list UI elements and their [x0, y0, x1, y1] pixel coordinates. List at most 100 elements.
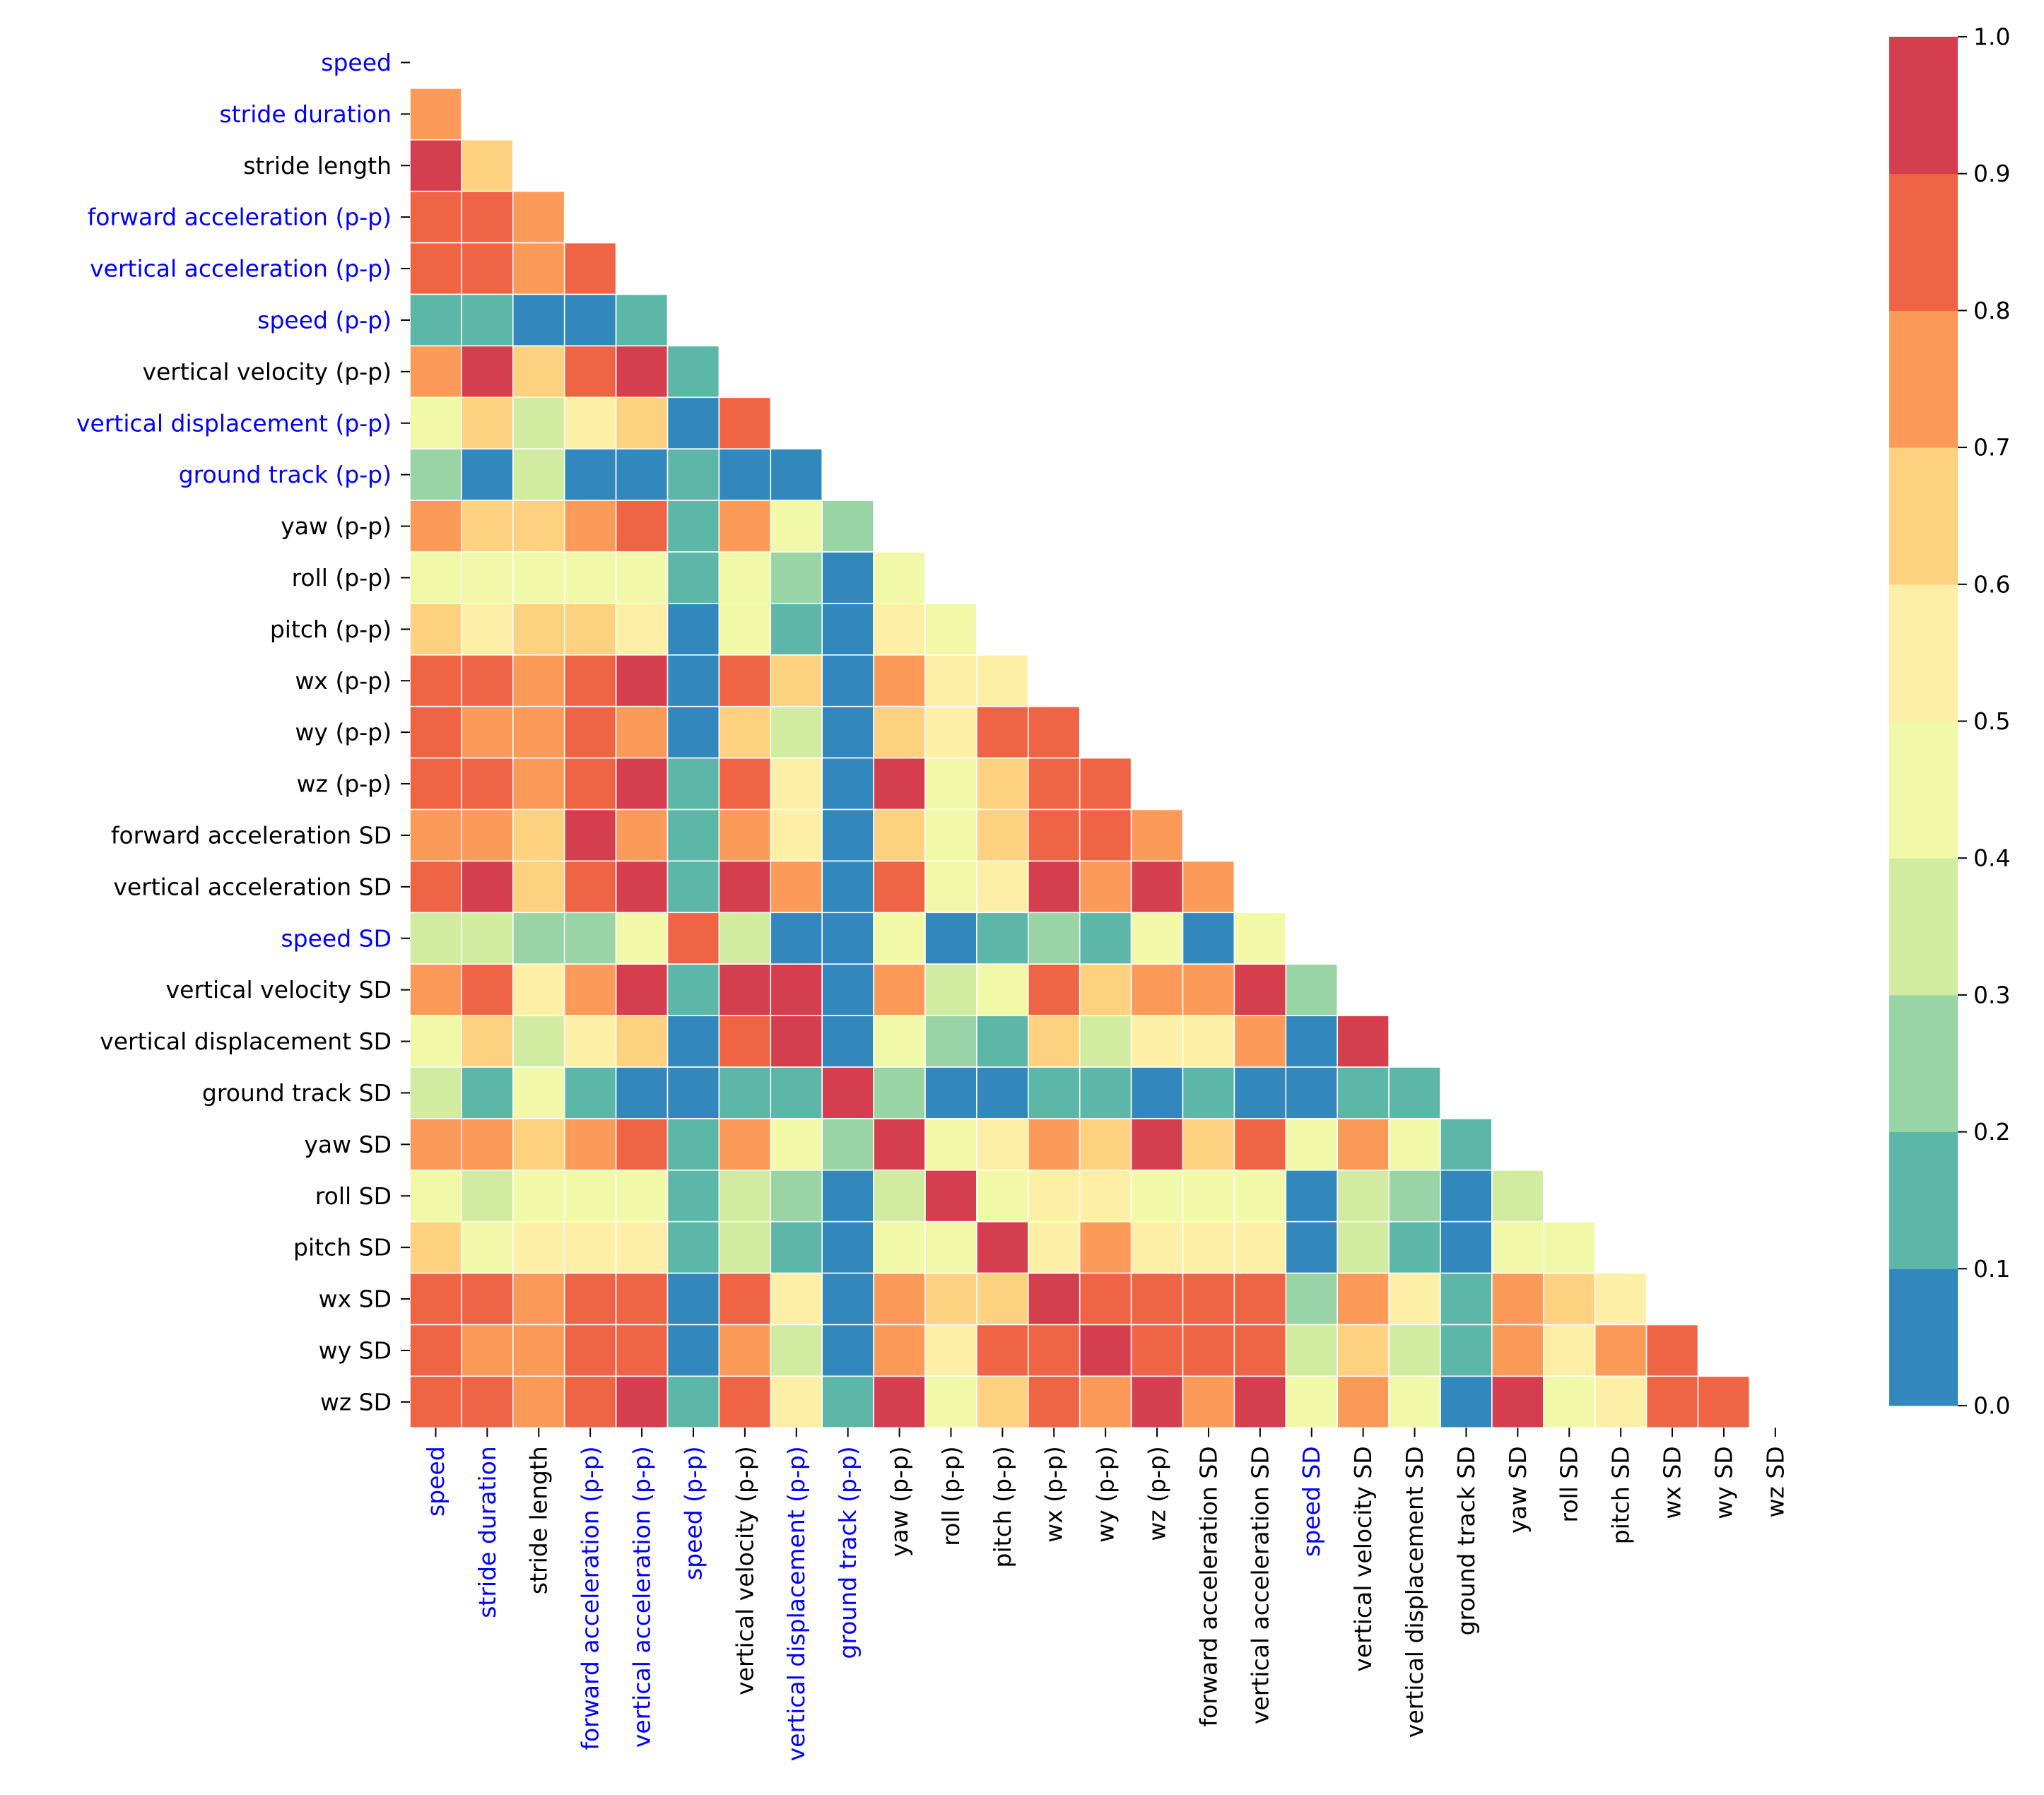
heatmap-cell-yaw-sd-x-forward-acceleration-p-p	[563, 1118, 617, 1171]
y-tick-label-vertical-acceleration-sd: vertical acceleration SD	[113, 873, 392, 900]
heatmap-cell-roll-sd-x-ground-track-sd	[1440, 1170, 1493, 1223]
heatmap-cell-wy-sd-x-wz-p-p	[1130, 1324, 1184, 1377]
heatmap-cell-speed-p-p-x-vertical-acceleration-p-p	[615, 293, 669, 347]
colorbar-segment	[1889, 310, 1958, 448]
heatmap-cell-ground-track-sd-x-ground-track-p-p	[821, 1066, 874, 1119]
heatmap-cell-wy-p-p-x-vertical-displacement-p-p	[770, 705, 823, 759]
heatmap-cell-ground-track-sd-x-wy-p-p	[1079, 1066, 1132, 1119]
colorbar-tick-label: 0.3	[1973, 981, 2010, 1008]
heatmap-cell-yaw-sd-x-ground-track-sd	[1440, 1118, 1493, 1171]
heatmap-cell-pitch-p-p-x-speed-p-p	[666, 603, 720, 656]
heatmap-cell-wx-sd-x-vertical-velocity-p-p	[718, 1272, 772, 1326]
y-tick-label-speed: speed	[321, 49, 392, 76]
heatmap-cell-stride-duration-x-speed	[409, 88, 462, 141]
heatmap-cell-forward-acceleration-p-p-x-stride-length	[512, 190, 565, 244]
heatmap-cell-ground-track-sd-x-forward-acceleration-p-p	[563, 1066, 617, 1119]
x-tick-label-wx-p-p: wx (p-p)	[1040, 1446, 1068, 1543]
heatmap-cell-roll-sd-x-pitch-p-p	[976, 1170, 1029, 1223]
y-tick-label-stride-length: stride length	[243, 152, 392, 180]
heatmap-cell-wz-sd-x-wx-p-p	[1028, 1375, 1081, 1429]
x-tick-label-yaw-sd: yaw SD	[1504, 1446, 1532, 1534]
heatmap-cell-vertical-acceleration-sd-x-speed	[409, 860, 462, 914]
heatmap-cell-wy-sd-x-vertical-displacement-sd	[1388, 1324, 1441, 1377]
heatmap-cell-wz-sd-x-roll-p-p	[924, 1375, 977, 1429]
colorbar-tick-label: 0.7	[1973, 434, 2010, 461]
heatmap-cell-ground-track-sd-x-wx-p-p	[1028, 1066, 1081, 1119]
heatmap-cell-wy-p-p-x-stride-length	[512, 705, 565, 759]
heatmap-cell-wy-sd-x-roll-sd	[1543, 1324, 1596, 1377]
heatmap-cell-roll-sd-x-roll-p-p	[924, 1170, 977, 1223]
heatmap-cell-wz-p-p-x-speed-p-p	[666, 757, 720, 811]
heatmap-cell-yaw-p-p-x-vertical-acceleration-p-p	[615, 500, 669, 553]
heatmap-cell-pitch-sd-x-yaw-p-p	[873, 1220, 926, 1274]
heatmap-cell-wy-sd-x-stride-length	[512, 1324, 565, 1377]
heatmap-cell-stride-length-x-speed	[409, 139, 462, 192]
heatmap-cell-yaw-sd-x-vertical-acceleration-p-p	[615, 1118, 669, 1171]
y-tick-label-vertical-velocity-sd: vertical velocity SD	[166, 976, 392, 1004]
heatmap-cell-yaw-sd-x-stride-length	[512, 1118, 565, 1171]
heatmap-cell-wy-sd-x-pitch-p-p	[976, 1324, 1029, 1377]
heatmap-cell-wz-p-p-x-vertical-displacement-p-p	[770, 757, 823, 811]
heatmap-cell-vertical-acceleration-sd-x-ground-track-p-p	[821, 860, 874, 914]
heatmap-cell-wx-sd-x-ground-track-sd	[1440, 1272, 1493, 1326]
heatmap-cell-pitch-p-p-x-vertical-velocity-p-p	[718, 603, 772, 656]
heatmap-cell-pitch-p-p-x-stride-duration	[461, 603, 514, 656]
heatmap-cell-wz-p-p-x-vertical-acceleration-p-p	[615, 757, 669, 811]
heatmap-cell-pitch-sd-x-speed	[409, 1220, 462, 1274]
heatmap-cell-pitch-sd-x-ground-track-p-p	[821, 1220, 874, 1274]
y-tick-label-speed-p-p: speed (p-p)	[257, 306, 392, 334]
heatmap-cell-wx-sd-x-yaw-p-p	[873, 1272, 926, 1326]
heatmap-cell-ground-track-sd-x-stride-duration	[461, 1066, 514, 1119]
heatmap-cell-roll-sd-x-yaw-sd	[1491, 1170, 1544, 1223]
heatmap-cell-wz-sd-x-wx-sd	[1645, 1375, 1699, 1429]
heatmap-cell-wy-p-p-x-pitch-p-p	[976, 705, 1029, 759]
x-tick-label-speed: speed	[422, 1446, 450, 1517]
heatmap-cell-vertical-acceleration-p-p-x-speed	[409, 242, 462, 295]
heatmap-cell-vertical-velocity-sd-x-roll-p-p	[924, 963, 977, 1016]
heatmap-cell-vertical-displacement-sd-x-vertical-velocity-sd	[1337, 1015, 1390, 1068]
heatmap-cell-vertical-displacement-sd-x-speed	[409, 1015, 462, 1068]
heatmap-cell-yaw-sd-x-yaw-p-p	[873, 1118, 926, 1171]
heatmap-cell-forward-acceleration-sd-x-roll-p-p	[924, 808, 977, 862]
heatmap-cell-wy-p-p-x-stride-duration	[461, 705, 514, 759]
heatmap-cell-wx-sd-x-speed	[409, 1272, 462, 1326]
heatmap-cell-wz-sd-x-pitch-p-p	[976, 1375, 1029, 1429]
x-tick-label-wz-sd: wz SD	[1761, 1446, 1789, 1517]
heatmap-cell-vertical-velocity-sd-x-pitch-p-p	[976, 963, 1029, 1016]
heatmap-cell-wx-sd-x-forward-acceleration-sd	[1182, 1272, 1235, 1326]
heatmap-cell-wx-sd-x-wz-p-p	[1130, 1272, 1184, 1326]
heatmap-cell-wx-sd-x-wx-p-p	[1028, 1272, 1081, 1326]
heatmap-cell-roll-sd-x-vertical-displacement-p-p	[770, 1170, 823, 1223]
heatmap-cell-wz-sd-x-wy-p-p	[1079, 1375, 1132, 1429]
heatmap-cell-yaw-sd-x-vertical-displacement-p-p	[770, 1118, 823, 1171]
heatmap-cell-roll-sd-x-wz-p-p	[1130, 1170, 1184, 1223]
heatmap-cell-vertical-displacement-sd-x-ground-track-p-p	[821, 1015, 874, 1068]
heatmap-cell-wz-sd-x-yaw-p-p	[873, 1375, 926, 1429]
heatmap-cell-forward-acceleration-sd-x-wx-p-p	[1028, 808, 1081, 862]
heatmap-cell-wx-sd-x-roll-sd	[1543, 1272, 1596, 1326]
heatmap-cell-wy-sd-x-wx-sd	[1645, 1324, 1699, 1377]
heatmap-cell-wx-p-p-x-speed-p-p	[666, 654, 720, 707]
heatmap-cell-ground-track-sd-x-wz-p-p	[1130, 1066, 1184, 1119]
heatmap-cell-wy-sd-x-vertical-displacement-p-p	[770, 1324, 823, 1377]
heatmap-cell-vertical-acceleration-p-p-x-stride-length	[512, 242, 565, 295]
heatmap-cell-vertical-velocity-p-p-x-stride-duration	[461, 345, 514, 399]
heatmap-cell-forward-acceleration-p-p-x-stride-duration	[461, 190, 514, 244]
heatmap-cell-forward-acceleration-sd-x-vertical-acceleration-p-p	[615, 808, 669, 862]
colorbar-segment	[1889, 447, 1958, 585]
heatmap-cell-wz-sd-x-vertical-displacement-p-p	[770, 1375, 823, 1429]
heatmap-cell-wx-sd-x-vertical-displacement-p-p	[770, 1272, 823, 1326]
heatmap-cell-roll-sd-x-yaw-p-p	[873, 1170, 926, 1223]
heatmap-cell-vertical-velocity-p-p-x-speed	[409, 345, 462, 399]
heatmap-cell-wy-sd-x-wx-p-p	[1028, 1324, 1081, 1377]
heatmap-cell-wx-sd-x-stride-length	[512, 1272, 565, 1326]
heatmap-cell-ground-track-sd-x-stride-length	[512, 1066, 565, 1119]
x-tick-label-wz-p-p: wz (p-p)	[1144, 1446, 1171, 1541]
heatmap-cell-wz-p-p-x-wy-p-p	[1079, 757, 1132, 811]
heatmap-cell-wz-sd-x-vertical-velocity-p-p	[718, 1375, 772, 1429]
heatmap-cell-forward-acceleration-p-p-x-speed	[409, 190, 462, 244]
heatmap-cell-vertical-displacement-sd-x-speed-sd	[1285, 1015, 1339, 1068]
heatmap-cell-vertical-displacement-sd-x-wy-p-p	[1079, 1015, 1132, 1068]
heatmap-cell-vertical-velocity-sd-x-vertical-velocity-p-p	[718, 963, 772, 1016]
heatmap-cell-yaw-sd-x-speed	[409, 1118, 462, 1171]
